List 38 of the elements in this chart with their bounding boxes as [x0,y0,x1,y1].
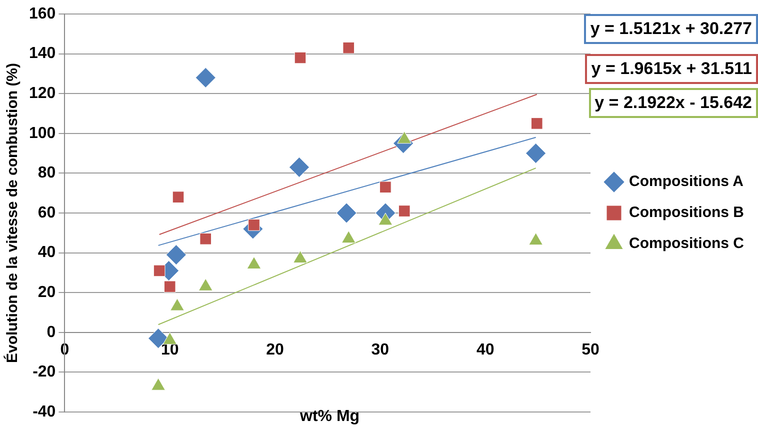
y-tick-label: 80 [38,164,56,182]
point [380,181,392,194]
y-tick-label: -20 [32,364,56,381]
x-tick-label: 50 [582,341,600,358]
point [336,202,357,224]
y-tick-label: 160 [28,5,56,22]
point [398,205,410,217]
point [172,191,184,203]
point [530,118,543,130]
text: y = 1.9615x + 31.511 [585,54,758,84]
point [164,280,176,293]
y-tick-label: -40 [32,403,56,420]
x-tick-label: 40 [476,341,494,358]
point [294,52,306,64]
legend-label: Compositions B [629,204,744,222]
point [153,264,166,277]
y-tick-label: 20 [38,284,56,302]
point [200,232,212,245]
y-tick-label: 40 [38,244,56,262]
point [288,156,310,178]
y-tick-label: 0 [46,324,56,341]
point [342,42,355,54]
y-tick-label: 100 [28,124,56,142]
legend-label: Compositions C [629,235,744,252]
x-tick-label: 30 [371,341,390,358]
text: y = 2.1922x - 15.642 [588,88,758,118]
point [195,67,216,88]
y-tick-label: 140 [28,45,56,62]
x-tick-label: 20 [266,341,284,358]
x-tick-label: 10 [160,341,179,358]
point [526,143,546,164]
y-axis-title: Évolution de la vitesse de combustion (%) [3,62,22,364]
point [166,244,186,266]
y-tick-label: 120 [28,85,56,102]
y-tick-label: 60 [38,204,56,222]
legend-label: Compositions A [629,173,744,190]
annotation: y = 1.5121x + 30.277 [584,14,758,44]
x-axis-title: wt% Mg [300,408,360,426]
